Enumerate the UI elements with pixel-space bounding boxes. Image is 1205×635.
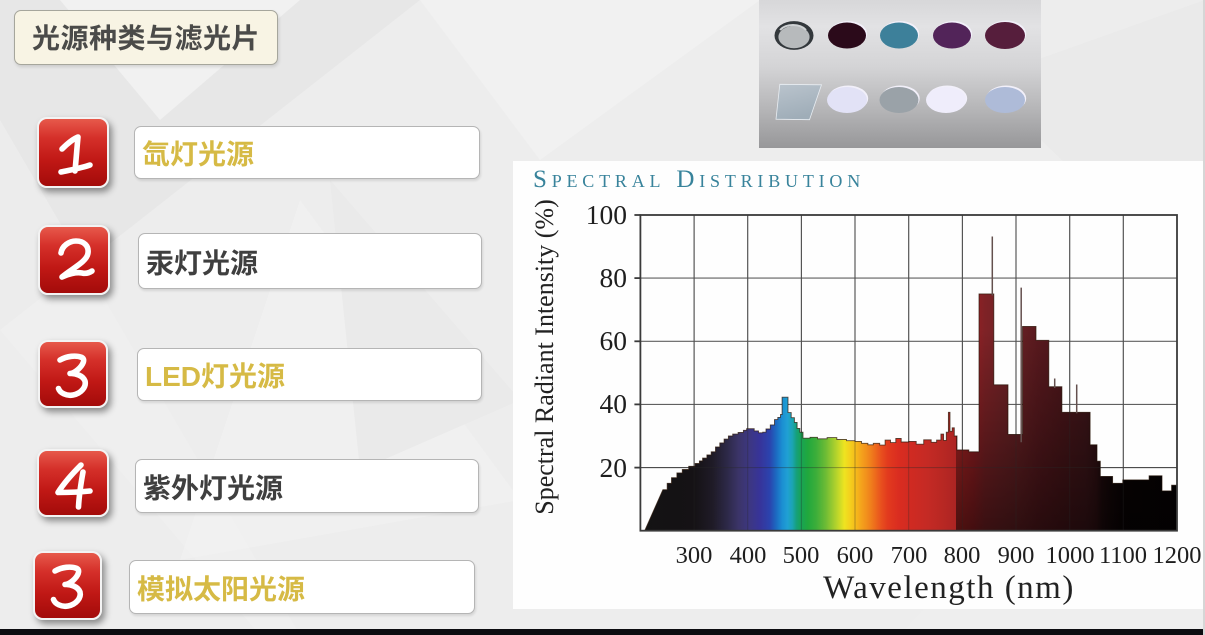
svg-text:700: 700 [891,542,928,569]
svg-text:900: 900 [998,542,1035,569]
svg-text:400: 400 [730,542,767,569]
svg-text:600: 600 [837,542,874,569]
svg-text:800: 800 [944,542,981,569]
svg-text:1200: 1200 [1153,542,1202,569]
svg-text:300: 300 [676,542,713,569]
svg-text:80: 80 [600,262,628,293]
svg-text:1100: 1100 [1099,542,1147,569]
svg-text:40: 40 [600,388,628,419]
svg-text:500: 500 [783,542,820,569]
svg-text:1000: 1000 [1046,542,1095,569]
svg-text:Spectral Radiant Intensity (%): Spectral Radiant Intensity (%) [530,199,559,515]
svg-text:Spectral Distribution: Spectral Distribution [533,166,865,193]
svg-text:60: 60 [600,325,628,356]
svg-text:20: 20 [600,452,628,483]
svg-text:100: 100 [586,199,627,230]
svg-text:Wavelength (nm): Wavelength (nm) [823,570,1075,606]
